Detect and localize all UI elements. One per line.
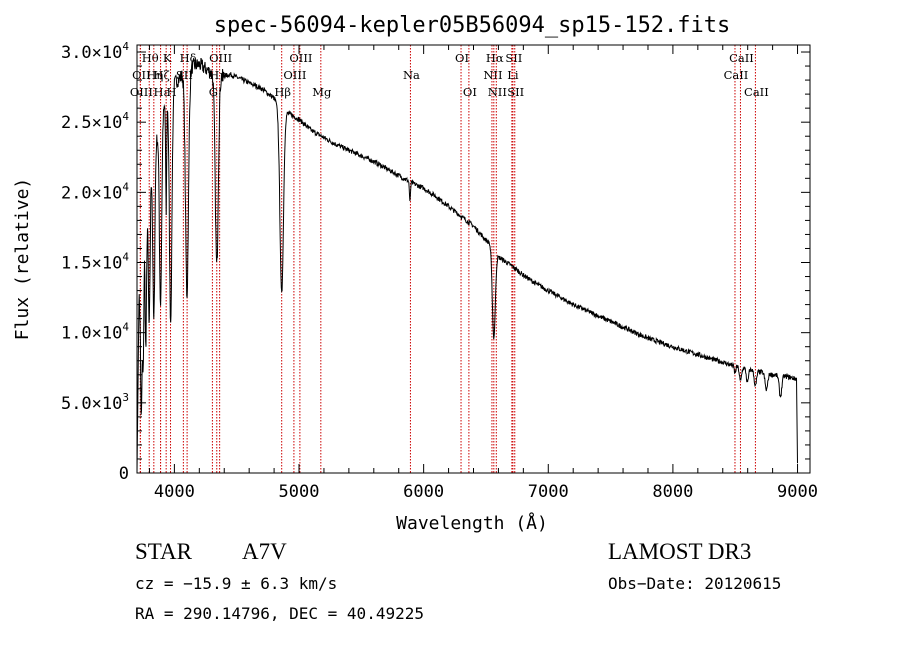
x-tick-label: 9000 xyxy=(777,482,818,502)
x-axis-ticks: 4000 5000 6000 7000 8000 9000 xyxy=(148,45,818,502)
spectrum-trace xyxy=(136,57,798,474)
y-tick-label: 2.0×104 xyxy=(61,180,129,203)
spectral-line-label: K xyxy=(163,51,172,65)
survey-name: LAMOST DR3 xyxy=(608,539,752,564)
spectral-line-label: H xyxy=(167,85,177,99)
spectral-line-label: NII xyxy=(483,68,502,82)
y-tick-label: 1.0×104 xyxy=(61,321,129,344)
spectrum-line xyxy=(136,57,798,474)
observation-date: Obs−Date: 20120615 xyxy=(608,574,782,593)
y-tick-label: 3.0×104 xyxy=(61,40,129,63)
x-tick-label: 4000 xyxy=(154,482,195,502)
spectral-line-label: CaII xyxy=(729,51,754,65)
spectral-subclass: A7V xyxy=(242,539,287,564)
spectral-line-label: Mg xyxy=(312,85,332,99)
spectral-line-label: OI xyxy=(463,85,477,99)
spectral-line-label: Hθ xyxy=(142,51,159,65)
spectral-line-label: CaII xyxy=(744,85,769,99)
y-tick-label: 0 xyxy=(119,464,129,484)
spectral-line-label: CaII xyxy=(724,68,749,82)
x-tick-label: 7000 xyxy=(528,482,569,502)
coordinates-readout: RA = 290.14796, DEC = 40.49225 xyxy=(135,604,424,623)
y-tick-label: 2.5×104 xyxy=(61,110,129,133)
spectral-line-label: SII xyxy=(505,51,522,65)
spectral-line-label: NII xyxy=(488,85,507,99)
plot-frame xyxy=(136,44,811,474)
spectral-line-label: SII xyxy=(507,85,524,99)
y-axis-ticks: 0 5.0×103 1.0×104 1.5×104 2.0×104 2.5×104 3.0×… xyxy=(61,40,810,484)
x-axis-label: Wavelength (Å) xyxy=(396,512,548,534)
spectral-line-label: OI xyxy=(455,51,469,65)
spectral-line-label: OIII xyxy=(283,68,306,82)
chart-title: spec-56094-kepler05B56094_sp15-152.fits xyxy=(214,13,731,38)
spectral-line-label: OIII xyxy=(289,51,312,65)
spectral-line-label: OIII xyxy=(130,85,153,99)
y-axis-label: Flux (relative) xyxy=(12,178,33,341)
spectral-line-label: Hε xyxy=(154,85,170,99)
spectral-line-label: Hζ xyxy=(153,68,169,82)
spectral-line-label: Na xyxy=(403,68,420,82)
x-tick-label: 6000 xyxy=(403,482,444,502)
y-tick-label: 1.5×104 xyxy=(61,251,129,274)
spectral-line-label: Li xyxy=(507,68,519,82)
x-tick-label: 8000 xyxy=(652,482,693,502)
spectral-line-label: Hη xyxy=(146,68,163,82)
x-tick-label: 5000 xyxy=(279,482,320,502)
redshift-readout: cz = −15.9 ± 6.3 km/s xyxy=(135,574,338,593)
object-class: STAR xyxy=(135,539,192,564)
y-tick-label: 5.0×103 xyxy=(61,391,129,414)
spectral-line-label: Hα xyxy=(486,51,504,65)
spectral-line-label: Hβ xyxy=(274,85,291,99)
spectral-line-label: OIII xyxy=(209,51,232,65)
